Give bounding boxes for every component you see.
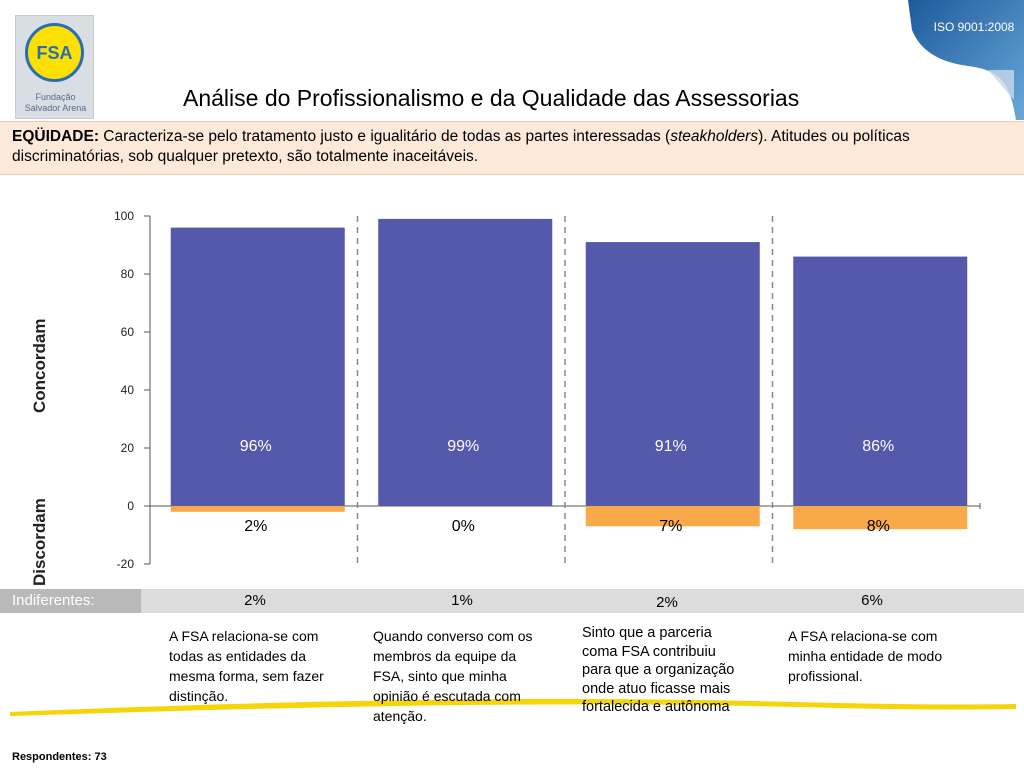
y-tick-label-6: -20 — [117, 557, 135, 571]
indifferent-band — [0, 589, 1024, 613]
category-description-1: A FSA relaciona-se com todas as entidade… — [169, 628, 324, 704]
page-title: Análise do Profissionalismo e da Qualida… — [183, 85, 800, 111]
y-tick-label-5: 0 — [127, 499, 134, 513]
label-concordam-2: 99% — [447, 438, 479, 455]
decorative-swoosh — [10, 698, 1016, 716]
iso-badge-shape — [908, 0, 1024, 120]
iso-certification-label: ISO 9001:2008 — [933, 20, 1015, 34]
y-tick-label-2: 60 — [121, 325, 135, 339]
indifferent-value-2: 1% — [451, 592, 473, 609]
bar-discordam-1 — [170, 506, 345, 512]
label-concordam-1: 96% — [240, 438, 272, 455]
logo-mark-text: FSA — [37, 43, 73, 63]
bar-discordam-4 — [793, 506, 968, 530]
equity-definition: EQÜIDADE: Caracteriza-se pelo tratamento… — [0, 121, 1024, 175]
logo-line-1: Fundação — [35, 92, 76, 102]
bar-concordam-2 — [378, 218, 553, 506]
y-tick-label-3: 40 — [121, 383, 135, 397]
label-discordam-1: 2% — [244, 518, 267, 535]
fsa-logo: FSA Fundação Salvador Arena — [15, 15, 94, 119]
category-description-2: Quando converso com os membros da equipe… — [373, 628, 533, 724]
respondents-count: Respondentes: 73 — [12, 751, 107, 763]
y-tick-label-0: 100 — [114, 209, 134, 223]
category-description-3: Sinto que a parceria coma FSA contribuiu… — [582, 625, 735, 715]
category-description-4: A FSA relaciona-se com minha entidade de… — [788, 628, 943, 684]
bar-discordam-3 — [585, 506, 760, 527]
y-tick-label-1: 80 — [121, 267, 135, 281]
label-discordam-3: 7% — [659, 518, 682, 535]
y-tick-label-4: 20 — [121, 441, 135, 455]
label-discordam-4: 8% — [867, 518, 890, 535]
indifferent-value-1: 2% — [244, 592, 266, 609]
equity-italic-term: steakholders — [670, 128, 759, 145]
equity-label: EQÜIDADE: — [12, 128, 99, 145]
indifferent-value-4: 6% — [861, 592, 883, 609]
equity-text-a: Caracteriza-se pelo tratamento justo e i… — [98, 128, 671, 145]
label-discordam-2: 0% — [452, 518, 475, 535]
label-concordam-4: 86% — [862, 438, 894, 455]
bar-chart: 100 80 60 40 20 0 -20 96% 2% 99% 0% 91% 7% 86% 8% — [114, 209, 981, 571]
indifferent-label: Indiferentes: — [0, 589, 141, 613]
bar-concordam-4 — [793, 256, 968, 506]
label-concordam-3: 91% — [655, 438, 687, 455]
indifferent-value-3: 2% — [656, 594, 678, 611]
logo-line-2: Salvador Arena — [24, 103, 87, 113]
fsa-logo-icon: FSA — [25, 23, 84, 82]
bar-concordam-3 — [585, 242, 760, 506]
bar-concordam-1 — [170, 227, 345, 506]
equity-text-b: ). Atitudes ou políticas discriminatória… — [12, 128, 910, 165]
